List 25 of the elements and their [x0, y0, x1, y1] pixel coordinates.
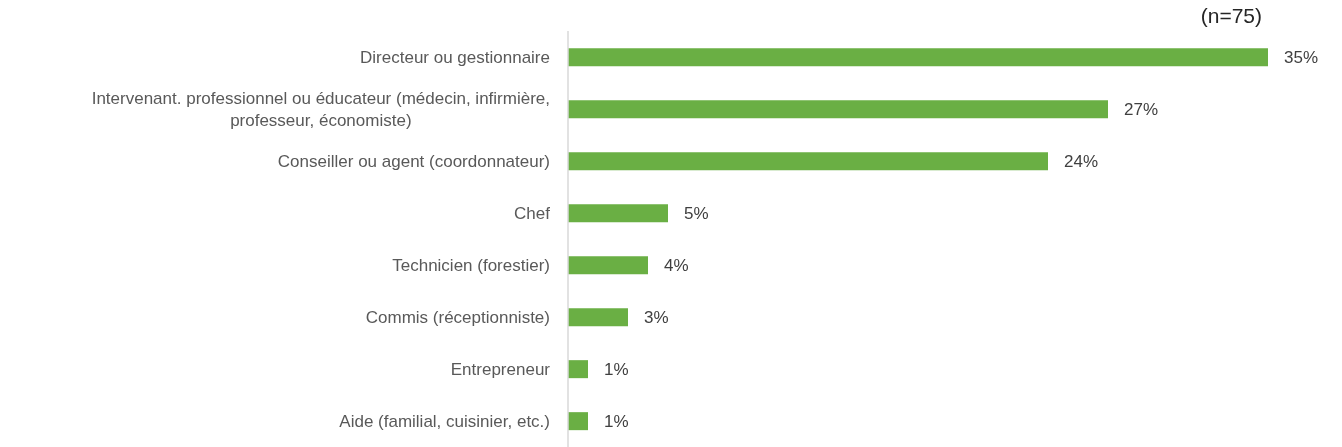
bar: [568, 308, 628, 327]
bar: [568, 204, 668, 223]
data-label: 27%: [1124, 100, 1159, 120]
data-label: 24%: [1064, 152, 1099, 172]
y-tick-label: Conseiller ou agent (coordonnateur): [277, 151, 550, 171]
bar: [568, 100, 1108, 119]
data-label: 5%: [684, 204, 709, 224]
y-tick-label: Directeur ou gestionnaire: [360, 47, 550, 67]
y-tick-label: Aide (familial, cuisinier, etc.): [339, 411, 550, 431]
y-tick-label: Technicien (forestier): [392, 255, 550, 275]
data-label: 4%: [664, 256, 689, 276]
data-label: 1%: [604, 412, 629, 432]
bar: [568, 48, 1268, 67]
y-tick-label: Commis (réceptionniste): [365, 307, 550, 327]
y-tick-label: Chef: [514, 203, 551, 223]
y-tick-label: Intervenant. professionnel ou éducateur (médecin, infirmière, professeur, économiste): [91, 88, 550, 130]
data-label: 35%: [1284, 48, 1319, 68]
bar: [568, 256, 648, 275]
data-label: 1%: [604, 360, 629, 380]
y-tick-label: Entrepreneur: [450, 359, 551, 379]
chart-title: (n=75): [1200, 4, 1262, 28]
bar: [568, 360, 588, 379]
bar: [568, 152, 1048, 171]
data-label: 3%: [644, 308, 669, 328]
bar: [568, 412, 588, 431]
